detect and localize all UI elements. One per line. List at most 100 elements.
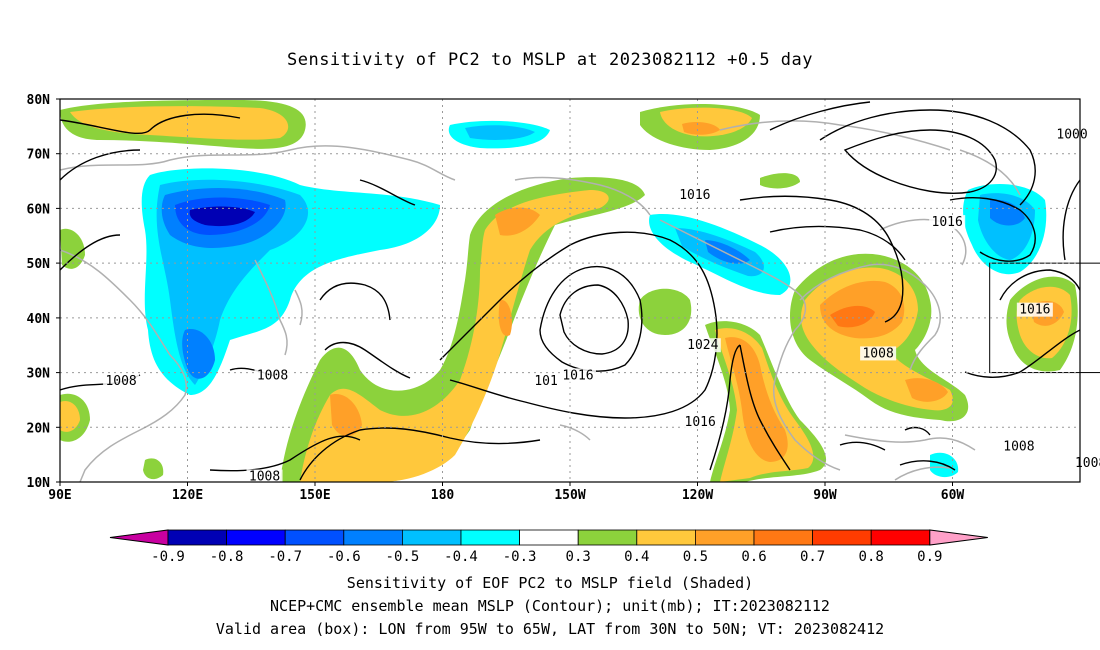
- contour-label: 1016: [562, 368, 593, 383]
- colorbar: -0.9 -0.8 -0.7 -0.6 -0.5 -0.4 -0.3 0.3 0.4 0.5 0.6…: [109, 529, 988, 565]
- contour-label-background: [103, 373, 140, 388]
- lat-label-80n: 80N: [27, 93, 51, 108]
- negative-region-greenland-3: [990, 199, 1025, 226]
- colorbar-label: 0.8: [859, 549, 884, 565]
- positive-region-pacific-ridge-4: [330, 394, 362, 437]
- contour-label: 1016: [932, 215, 963, 230]
- colorbar-label: 0.5: [683, 549, 708, 565]
- contour-label: 1008: [105, 374, 136, 389]
- colorbar-label: -0.7: [268, 549, 302, 565]
- colorbar-segment: [812, 529, 872, 546]
- lon-label-120w: 120W: [682, 488, 713, 503]
- negative-region-alaska-3: [705, 240, 750, 264]
- positive-region-canada: [760, 173, 800, 189]
- colorbar-segment: [577, 529, 638, 546]
- colorbar-label: -0.6: [327, 549, 361, 565]
- colorbar-segment: [167, 529, 227, 546]
- contour-label: 1000: [1056, 128, 1087, 143]
- contour-label-background: [1000, 439, 1037, 454]
- negative-region-asia-6: [182, 329, 215, 379]
- colorbar-high-tip: [929, 529, 988, 546]
- footer-line-3: Valid area (box): LON from 95W to 65W, L…: [215, 620, 885, 638]
- lat-label-60n: 60N: [27, 202, 51, 217]
- lat-label-70n: 70N: [27, 148, 51, 163]
- lat-label-10n: 10N: [27, 476, 51, 491]
- positive-region-central-us-4: [830, 305, 875, 328]
- contour-label: 1008: [249, 470, 280, 485]
- footer-line-2: NCEP+CMC ensemble mean MSLP (Contour); u…: [270, 597, 830, 615]
- positive-region-mexico-3: [725, 337, 788, 462]
- contour-label-background: [676, 187, 713, 202]
- colorbar-segment: [401, 529, 462, 546]
- colorbar-segment: [226, 529, 286, 546]
- colorbar-label: 0.9: [917, 549, 942, 565]
- lon-label-180: 180: [431, 488, 455, 503]
- coastlines: [60, 120, 1021, 482]
- contour-label-background: [929, 215, 966, 230]
- lon-label-60w: 60W: [941, 488, 965, 503]
- contour-label-background: [532, 373, 561, 388]
- map-title: Sensitivity of PC2 to MSLP at 2023082112…: [286, 50, 813, 70]
- colorbar-label: 0.3: [566, 549, 591, 565]
- contour-label-background: [684, 338, 721, 353]
- negative-region-asia-5: [189, 206, 255, 227]
- lon-label-90w: 90W: [813, 488, 837, 503]
- positive-region-arctic-west-2: [70, 106, 289, 140]
- colorbar-segment: [284, 529, 345, 546]
- footer-line-1: Sensitivity of EOF PC2 to MSLP field (Sh…: [346, 574, 754, 592]
- contour-label-background: [254, 368, 291, 383]
- colorbar-label: -0.8: [210, 549, 244, 565]
- lon-label-150e: 150E: [299, 488, 330, 503]
- colorbar-segment: [695, 529, 755, 546]
- colorbar-segment: [753, 529, 813, 546]
- colorbar-label: -0.4: [444, 549, 478, 565]
- colorbar-segment: [636, 529, 696, 546]
- positive-region-north-pacific: [638, 288, 692, 335]
- colorbar-label: -0.9: [151, 549, 185, 565]
- contour-label-background: [860, 346, 897, 361]
- contour-label: 1016: [1019, 303, 1050, 318]
- contour-label-background: [1054, 127, 1091, 142]
- lon-label-90e: 90E: [48, 488, 71, 503]
- contour-label: 1008: [1075, 456, 1100, 471]
- colorbar-label: -0.3: [503, 549, 537, 565]
- colorbar-segment: [870, 529, 931, 546]
- mslp-contours: [60, 101, 1080, 481]
- contour-label-background: [682, 414, 719, 429]
- colorbar-label: 0.7: [800, 549, 825, 565]
- positive-region-central-us-5: [905, 378, 948, 402]
- lat-label-20n: 20N: [27, 421, 51, 436]
- lon-label-150w: 150W: [554, 488, 585, 503]
- colorbar-segment: [460, 529, 520, 546]
- contour-label: 1008: [1003, 439, 1034, 454]
- map-grid: [60, 99, 1080, 482]
- lat-label-40n: 40N: [27, 312, 51, 327]
- positive-region-arctic-center-2: [660, 107, 752, 137]
- contour-label-background: [246, 469, 283, 484]
- colorbar-segment: [343, 529, 403, 546]
- positive-region-philippines: [143, 458, 164, 480]
- axis-ticks: [56, 98, 953, 486]
- contour-label: 1016: [685, 415, 716, 430]
- positive-region-pacific-ridge-3: [495, 207, 540, 236]
- positive-region-indochina-2: [60, 400, 80, 432]
- lat-label-50n: 50N: [27, 257, 51, 272]
- positive-region-pacific-ridge-2: [300, 190, 609, 482]
- colorbar-segment: [519, 529, 579, 546]
- contour-label: 101: [534, 374, 557, 389]
- colorbar-label: -0.5: [386, 549, 420, 565]
- lon-label-120e: 120E: [172, 488, 203, 503]
- contour-label: 1024: [687, 338, 718, 353]
- contour-label: 1008: [862, 346, 893, 361]
- contour-label: 1016: [679, 188, 710, 203]
- sensitivity-shading: [60, 100, 1078, 482]
- contour-label-background: [1016, 302, 1053, 317]
- contour-label: 1008: [257, 368, 288, 383]
- colorbar-low-tip: [109, 529, 169, 546]
- positive-region-arctic-center-3: [682, 122, 720, 135]
- contour-label-background: [559, 368, 596, 383]
- colorbar-label: 0.6: [741, 549, 766, 565]
- negative-region-arctic-2: [465, 125, 535, 140]
- colorbar-label: 0.4: [624, 549, 649, 565]
